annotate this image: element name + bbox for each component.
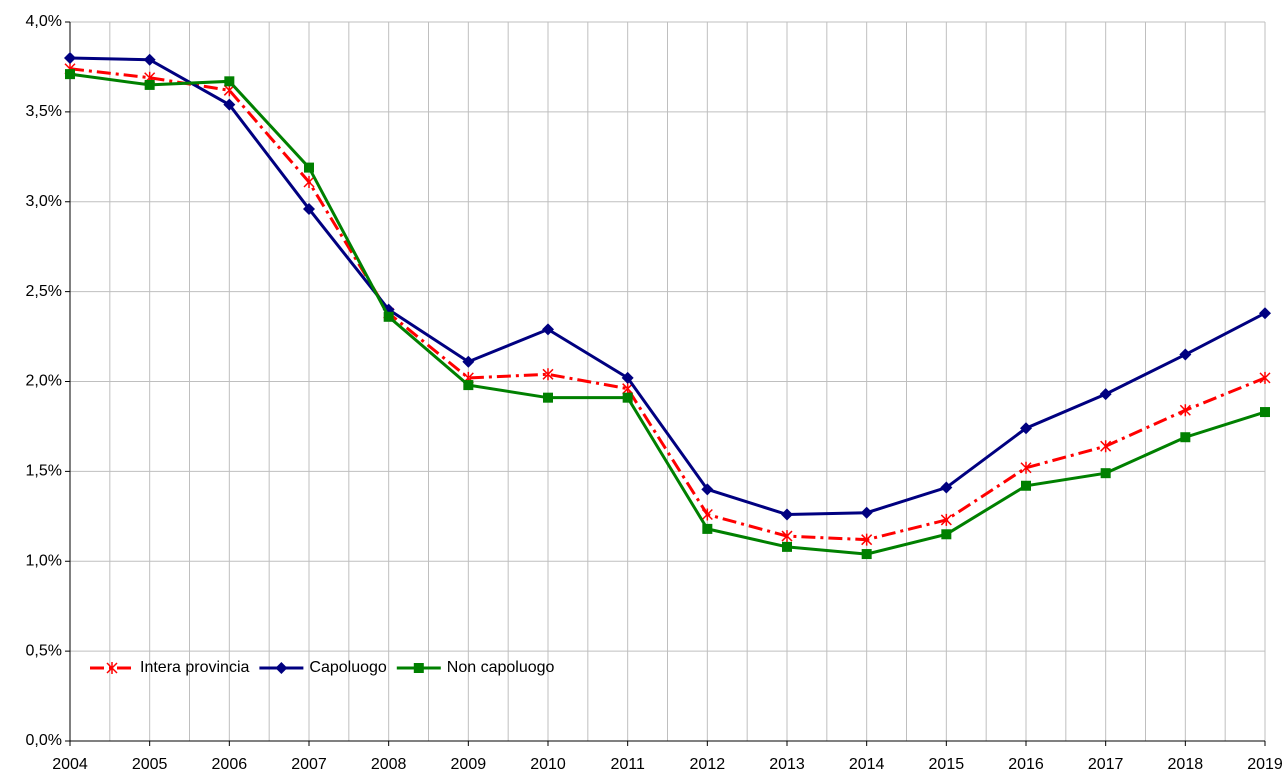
x-tick-label: 2005 [132,756,168,773]
marker [1179,348,1192,361]
marker [1021,480,1031,491]
marker [65,69,75,80]
marker [1100,468,1111,479]
marker [303,202,315,215]
marker [622,392,633,403]
marker [224,76,235,87]
marker [542,323,554,336]
marker [1020,461,1032,474]
x-tick-label: 2010 [530,756,566,773]
marker [941,529,952,540]
legend-label: Non capoluogo [447,659,555,676]
y-tick-label: 4,0% [26,13,62,30]
marker [462,355,475,368]
marker [861,549,872,560]
y-tick-label: 2,5% [26,283,62,300]
marker [1100,440,1112,453]
marker [1260,407,1270,418]
marker [701,483,714,496]
marker [860,506,873,519]
series-line [69,67,1266,542]
y-tick-label: 1,5% [26,463,62,480]
x-tick-label: 2009 [451,756,487,773]
x-tick-label: 2018 [1168,756,1204,773]
legend-item: Non capoluogo [396,659,555,676]
x-tick-label: 2008 [371,756,407,773]
legend-label: Capoluogo [309,659,387,676]
marker [1020,422,1032,435]
x-tick-label: 2017 [1088,756,1124,773]
marker [1259,371,1271,384]
x-tick-label: 2014 [849,756,885,773]
marker [304,162,314,173]
x-tick-label: 2012 [690,756,726,773]
marker [543,392,553,403]
series-line [69,72,1266,556]
marker [702,523,713,534]
marker [303,175,315,188]
x-tick-label: 2015 [929,756,965,773]
marker [781,530,793,543]
x-tick-label: 2016 [1008,756,1044,773]
x-tick-label: 2006 [212,756,248,773]
marker [940,481,953,494]
x-tick-label: 2007 [291,756,327,773]
y-tick-label: 0,5% [26,642,62,659]
y-tick-label: 3,5% [26,103,62,120]
marker [861,533,873,546]
marker [463,380,474,391]
series-line [69,56,1266,517]
marker [1179,404,1191,417]
marker [781,508,793,521]
y-tick-label: 0,0% [26,732,62,749]
x-tick-label: 2013 [769,756,805,773]
marker [940,513,952,526]
y-tick-label: 3,0% [26,193,62,210]
y-tick-label: 1,0% [26,552,62,569]
legend-marker [106,662,118,674]
marker [144,79,155,90]
legend-item: Capoluogo [259,659,387,676]
marker [1259,307,1271,320]
marker [782,541,792,552]
marker [64,51,76,64]
x-tick-label: 2011 [610,756,645,773]
marker [383,311,394,322]
y-tick-label: 2,0% [26,373,62,390]
legend-label: Intera provincia [140,659,249,676]
marker [1180,432,1191,443]
x-tick-label: 2004 [52,756,88,773]
legend-item: Intera provincia [90,659,249,676]
marker [621,371,634,384]
marker [143,53,156,66]
legend-marker [413,663,424,673]
marker [1099,388,1112,401]
marker [542,368,554,381]
marker [701,508,713,521]
x-tick-label: 2019 [1247,756,1283,773]
marker [223,98,236,111]
legend-marker [275,662,288,674]
